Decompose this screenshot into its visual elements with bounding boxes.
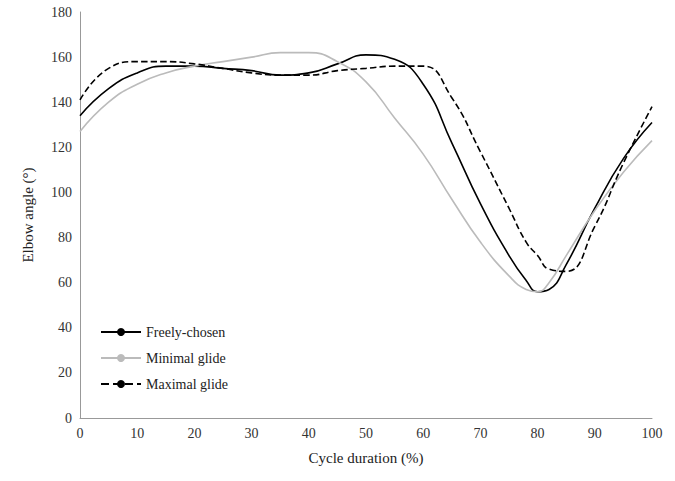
svg-text:70: 70 <box>473 426 487 441</box>
svg-text:90: 90 <box>588 426 602 441</box>
svg-text:40: 40 <box>302 426 316 441</box>
svg-text:120: 120 <box>51 140 72 155</box>
svg-text:10: 10 <box>130 426 144 441</box>
svg-text:140: 140 <box>51 95 72 110</box>
svg-text:Elbow angle (°): Elbow angle (°) <box>20 167 37 262</box>
svg-text:30: 30 <box>245 426 259 441</box>
svg-text:20: 20 <box>187 426 201 441</box>
svg-text:160: 160 <box>51 50 72 65</box>
svg-text:20: 20 <box>58 365 72 380</box>
svg-text:60: 60 <box>58 275 72 290</box>
svg-text:Cycle duration (%): Cycle duration (%) <box>309 450 424 467</box>
svg-text:100: 100 <box>642 426 663 441</box>
svg-text:Minimal glide: Minimal glide <box>146 351 226 366</box>
svg-text:60: 60 <box>416 426 430 441</box>
svg-text:0: 0 <box>65 411 72 426</box>
svg-text:Freely-chosen: Freely-chosen <box>146 325 225 340</box>
svg-text:100: 100 <box>51 185 72 200</box>
svg-text:Maximal glide: Maximal glide <box>146 377 228 392</box>
svg-text:50: 50 <box>359 426 373 441</box>
svg-text:0: 0 <box>77 426 84 441</box>
svg-text:80: 80 <box>531 426 545 441</box>
svg-text:180: 180 <box>51 5 72 20</box>
svg-text:80: 80 <box>58 230 72 245</box>
svg-text:40: 40 <box>58 320 72 335</box>
